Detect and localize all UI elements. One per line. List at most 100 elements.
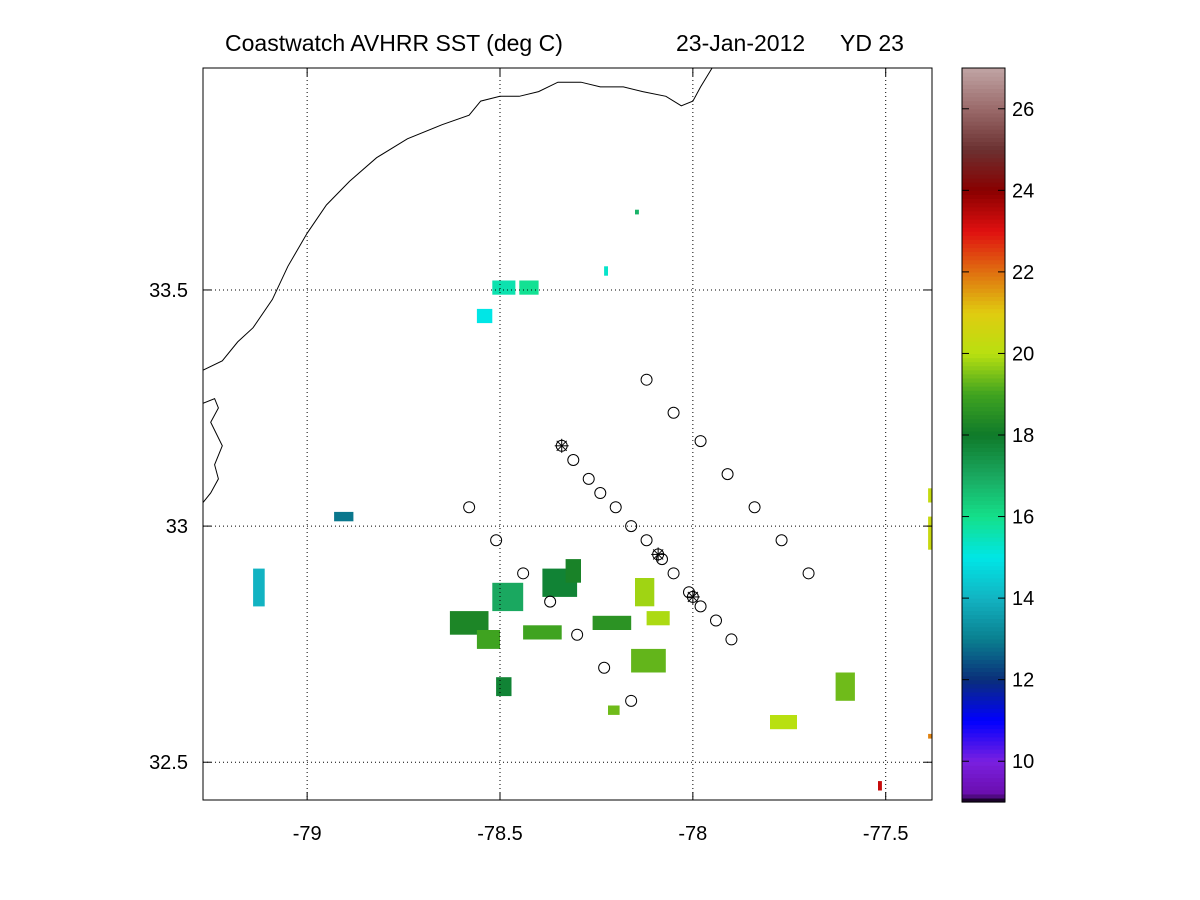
station-marker	[571, 628, 584, 641]
colorbar-swatch	[962, 108, 1005, 114]
colorbar-tick-label: 26	[1012, 99, 1034, 121]
colorbar-swatch	[962, 418, 1005, 424]
sst-patch	[635, 209, 639, 215]
sst-patch	[492, 582, 524, 612]
coastline-layer	[203, 68, 713, 503]
colorbar-swatch	[962, 410, 1005, 416]
colorbar-swatch	[962, 439, 1005, 444]
colorbar-swatch	[962, 716, 1005, 722]
station-marker	[775, 534, 788, 547]
colorbar-swatch	[962, 414, 1005, 420]
colorbar-swatch	[962, 373, 1005, 379]
station-marker	[594, 487, 607, 500]
colorbar-swatch	[962, 328, 1005, 334]
colorbar-tick-label: 24	[1012, 180, 1034, 202]
colorbar-swatch	[962, 748, 1005, 754]
colorbar-swatch	[962, 455, 1005, 461]
colorbar-swatch	[962, 622, 1005, 628]
colorbar-swatch	[962, 141, 1005, 147]
colorbar-swatch	[962, 761, 1005, 766]
station-marker	[748, 501, 761, 514]
station-marker	[625, 520, 638, 533]
colorbar-swatch	[962, 210, 1005, 216]
colorbar-swatch	[962, 614, 1005, 620]
colorbar: 10 12 14 16 18 20 22 24 26	[961, 67, 1034, 803]
colorbar-swatch	[962, 386, 1005, 391]
colorbar-swatch	[962, 500, 1005, 505]
colorbar-swatch	[962, 112, 1005, 118]
colorbar-swatch	[962, 308, 1005, 314]
colorbar-swatch	[962, 304, 1005, 310]
station-marker	[625, 694, 638, 707]
station-marker	[544, 595, 557, 608]
colorbar-swatch	[962, 708, 1005, 713]
colorbar-swatch	[962, 594, 1005, 599]
grid-layer	[203, 68, 932, 800]
colorbar-swatch	[962, 137, 1005, 142]
colorbar-swatch	[962, 520, 1005, 526]
colorbar-swatch	[962, 508, 1005, 514]
colorbar-swatch	[962, 357, 1005, 363]
colorbar-swatch	[962, 251, 1005, 257]
yearday-label: YD 23	[840, 30, 904, 56]
product-title: Coastwatch AVHRR SST (deg C)	[225, 30, 563, 56]
colorbar-swatch	[962, 218, 1005, 224]
map-frame	[202, 67, 933, 801]
sst-patch	[496, 677, 512, 697]
station-layer	[463, 373, 815, 707]
sst-patch	[770, 715, 797, 730]
colorbar-gradient	[962, 68, 1005, 803]
colorbar-swatch	[962, 259, 1005, 265]
colorbar-swatch	[962, 651, 1005, 656]
station-marker	[640, 373, 653, 386]
colorbar-swatch	[962, 695, 1005, 701]
colorbar-swatch	[962, 789, 1005, 795]
station-marker	[463, 501, 476, 514]
colorbar-swatch	[962, 753, 1005, 758]
lat-tick-label: 32.5	[149, 752, 188, 774]
colorbar-swatch	[962, 169, 1005, 175]
colorbar-swatch	[962, 687, 1005, 693]
colorbar-swatch	[962, 459, 1005, 465]
lat-tick-label: 33	[166, 516, 188, 538]
station-marker	[694, 435, 707, 448]
colorbar-swatch	[962, 316, 1005, 322]
station-marker	[694, 600, 707, 613]
colorbar-swatch	[962, 100, 1005, 106]
colorbar-swatch	[962, 659, 1005, 664]
colorbar-swatch	[962, 777, 1005, 783]
colorbar-swatch	[962, 76, 1005, 81]
colorbar-swatch	[962, 667, 1005, 673]
colorbar-swatch	[962, 545, 1005, 550]
colorbar-swatch	[962, 161, 1005, 167]
colorbar-swatch	[962, 174, 1005, 179]
colorbar-swatch	[962, 133, 1005, 138]
colorbar-swatch	[962, 92, 1005, 98]
colorbar-swatch	[962, 475, 1005, 481]
colorbar-swatch	[962, 349, 1005, 355]
sst-patch	[608, 705, 620, 715]
lat-tick-label: 33.5	[149, 280, 188, 302]
map-panel: -79 -78.5 -78 -77.5 32.5 33 33.5	[149, 67, 933, 845]
colorbar-swatch	[962, 565, 1005, 571]
colorbar-swatch	[962, 589, 1005, 595]
station-marker-plus	[651, 547, 666, 562]
colorbar-swatch	[962, 443, 1005, 448]
colorbar-swatch	[962, 524, 1005, 530]
colorbar-swatch	[962, 369, 1005, 375]
colorbar-swatch	[962, 275, 1005, 281]
colorbar-swatch	[962, 496, 1005, 501]
colorbar-swatch	[962, 447, 1005, 452]
colorbar-swatch	[962, 214, 1005, 220]
axis-labels: -79 -78.5 -78 -77.5 32.5 33 33.5	[149, 280, 908, 845]
colorbar-swatch	[962, 145, 1005, 151]
sst-patch	[476, 308, 493, 324]
colorbar-swatch	[962, 406, 1005, 412]
colorbar-swatch	[962, 569, 1005, 575]
colorbar-swatch	[962, 467, 1005, 473]
sst-layer	[253, 209, 932, 791]
colorbar-swatch	[962, 231, 1005, 236]
colorbar-swatch	[962, 606, 1005, 611]
colorbar-swatch	[962, 280, 1005, 285]
